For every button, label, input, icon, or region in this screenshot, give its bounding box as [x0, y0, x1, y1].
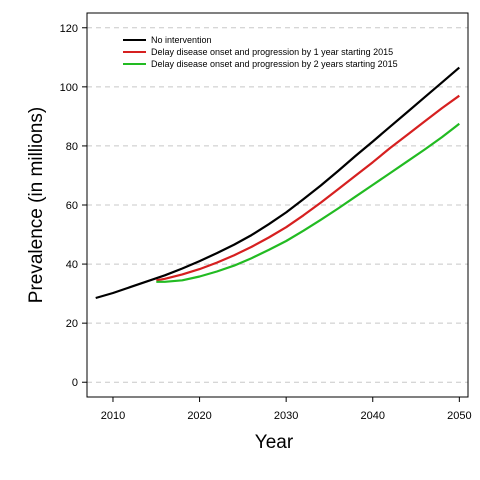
- x-tick-label: 2010: [101, 410, 125, 422]
- series-lines: [95, 66, 461, 300]
- series-line-1: [95, 66, 461, 300]
- x-tick-label: 2050: [447, 410, 471, 422]
- legend: No intervention Delay disease onset and p…: [123, 35, 398, 69]
- x-axis: 2010 2020 2030 2040 2050: [101, 397, 472, 422]
- y-tick-label: 120: [60, 23, 78, 35]
- y-tick-label: 40: [66, 259, 78, 271]
- y-tick-label: 20: [66, 318, 78, 330]
- legend-label-1: No intervention: [151, 35, 212, 45]
- x-axis-title: Year: [255, 432, 294, 453]
- x-tick-label: 2040: [361, 410, 385, 422]
- legend-label-3: Delay disease onset and progression by 2…: [151, 59, 398, 69]
- series-line-3: [156, 122, 460, 283]
- y-axis-title: Prevalence (in millions): [26, 107, 47, 303]
- y-tick-label: 100: [60, 82, 78, 94]
- gridlines: [87, 27, 468, 383]
- x-tick-label: 2030: [274, 410, 298, 422]
- y-tick-label: 60: [66, 200, 78, 212]
- y-axis: 0 20 40 60 80 100 120: [60, 23, 87, 389]
- y-tick-label: 80: [66, 141, 78, 153]
- x-tick-label: 2020: [187, 410, 211, 422]
- legend-label-2: Delay disease onset and progression by 1…: [151, 47, 393, 57]
- y-tick-label: 0: [72, 377, 78, 389]
- series-line-2: [156, 94, 460, 282]
